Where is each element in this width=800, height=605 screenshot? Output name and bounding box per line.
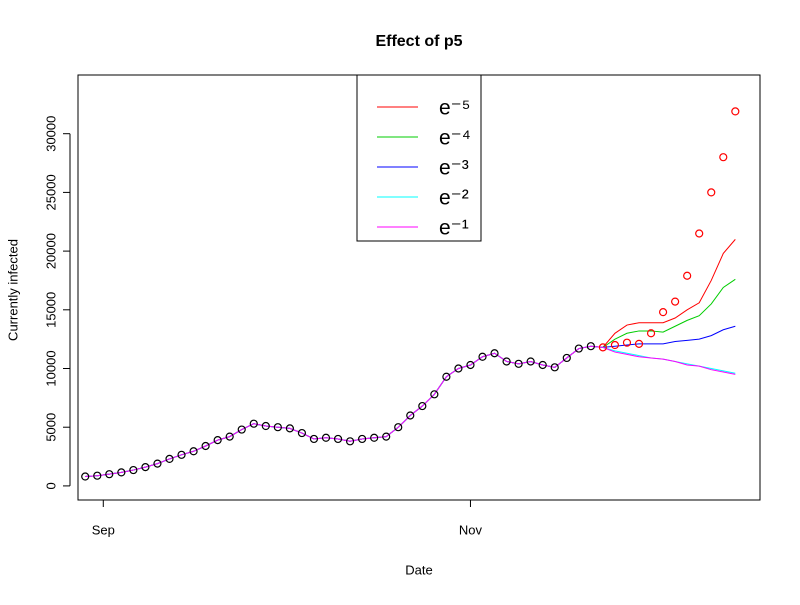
data-point	[93, 471, 102, 480]
legend-label: e⁻³	[439, 157, 469, 180]
data-point	[562, 353, 571, 363]
series-line	[85, 239, 736, 478]
y-tick-label: 10000	[43, 350, 58, 386]
y-tick-label: 0	[43, 482, 58, 489]
data-point	[177, 450, 186, 459]
legend-label: e⁻¹	[439, 217, 469, 240]
data-point	[658, 308, 668, 317]
data-point	[466, 360, 475, 370]
data-point	[442, 372, 451, 381]
x-tick-label: Nov	[459, 522, 483, 537]
data-point	[586, 342, 595, 351]
y-tick-label: 15000	[43, 292, 58, 328]
data-point	[153, 459, 162, 468]
data-point	[610, 340, 620, 350]
data-point	[731, 107, 740, 116]
x-tick-label: Sep	[92, 522, 115, 537]
chart-title: Effect of p5	[375, 33, 462, 50]
data-point	[695, 229, 704, 238]
data-point	[213, 436, 222, 445]
data-point	[574, 344, 583, 353]
legend-box	[356, 74, 482, 242]
y-tick-label: 20000	[43, 233, 58, 269]
data-point	[454, 364, 463, 373]
y-tick-label: 25000	[43, 174, 58, 210]
data-point	[430, 390, 439, 399]
legend-label: e⁻⁴	[439, 127, 471, 150]
y-tick-label: 5000	[43, 413, 58, 442]
data-point	[382, 432, 391, 441]
data-point	[719, 153, 728, 162]
data-point	[237, 425, 246, 434]
data-point	[309, 434, 319, 444]
data-point	[490, 349, 499, 358]
data-point	[141, 463, 150, 472]
data-point	[321, 433, 331, 442]
data-point	[622, 338, 632, 347]
data-point	[526, 357, 535, 366]
data-point	[201, 441, 210, 451]
data-point	[345, 437, 355, 446]
data-point	[707, 188, 716, 197]
series-line	[85, 345, 736, 478]
series-line	[85, 345, 736, 478]
data-point	[394, 423, 403, 432]
data-point	[165, 454, 174, 464]
data-point	[550, 363, 559, 372]
data-point	[105, 470, 114, 479]
data-point	[514, 359, 523, 368]
data-point	[129, 465, 138, 475]
data-point	[358, 434, 367, 444]
x-axis-label: Date	[405, 562, 432, 577]
data-point	[249, 419, 258, 428]
data-point	[683, 271, 692, 280]
data-point	[538, 360, 547, 370]
data-point	[598, 343, 607, 352]
data-point	[502, 357, 511, 366]
data-point	[478, 352, 487, 361]
data-point	[333, 434, 343, 444]
data-point	[225, 432, 234, 441]
data-point	[370, 433, 379, 442]
data-point	[634, 339, 644, 348]
data-point	[418, 401, 427, 411]
data-point	[261, 421, 270, 431]
data-point	[273, 423, 282, 432]
data-point	[81, 472, 90, 481]
data-point	[671, 297, 680, 306]
y-axis-label: Currently infected	[5, 239, 20, 341]
series-line	[85, 278, 736, 478]
legend-label: e⁻²	[439, 187, 469, 210]
y-tick-label: 30000	[43, 116, 58, 152]
data-point	[646, 329, 656, 338]
data-point	[117, 468, 126, 477]
data-point	[406, 411, 415, 420]
data-point	[285, 424, 294, 433]
legend-label: e⁻⁵	[439, 97, 470, 120]
data-point	[189, 447, 198, 456]
data-point	[297, 428, 307, 438]
